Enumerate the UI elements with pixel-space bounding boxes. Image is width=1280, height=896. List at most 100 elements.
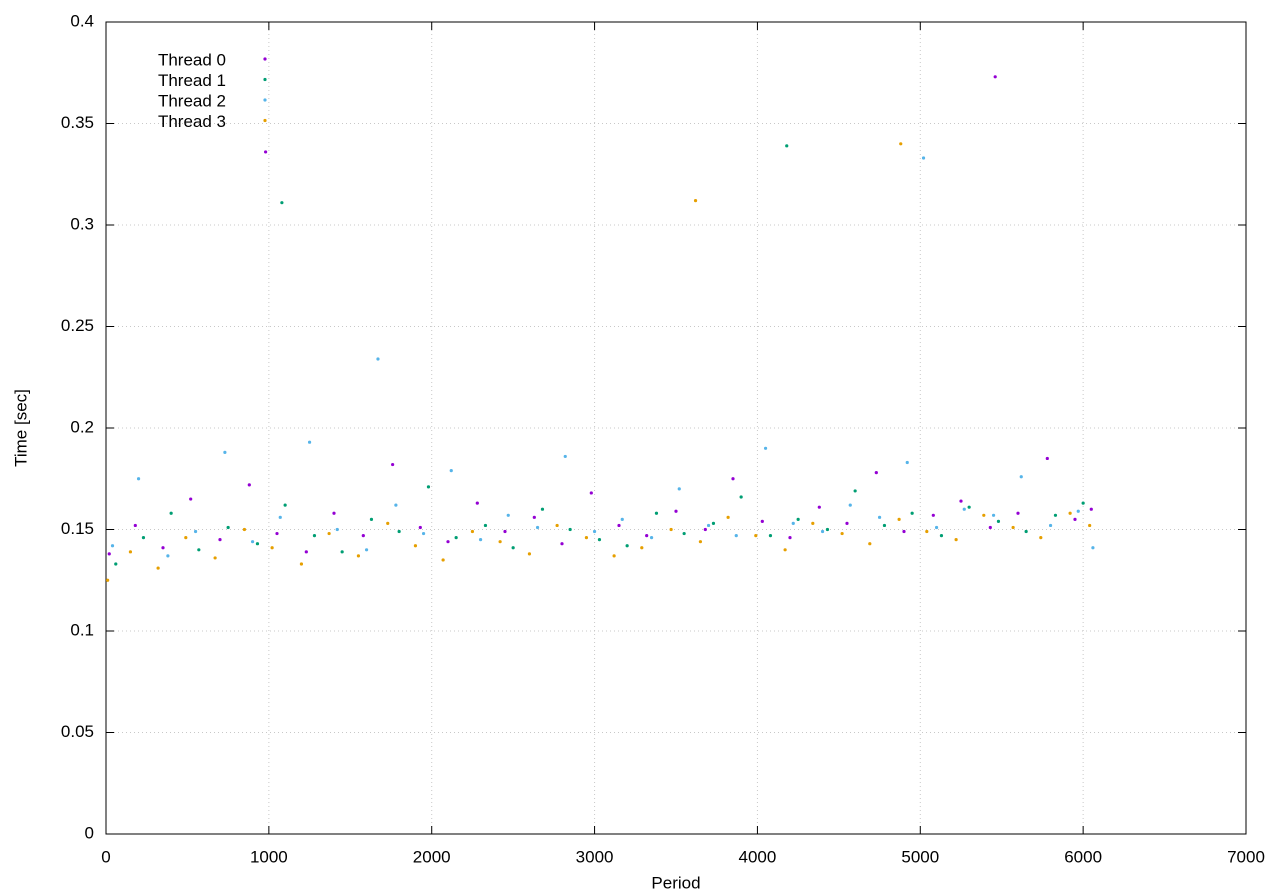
point [280,201,284,205]
point [899,142,903,146]
x-tick-label: 6000 [1064,847,1102,866]
legend-marker [263,118,267,123]
point [426,485,431,489]
point [693,199,698,203]
point [726,515,730,519]
point [993,75,997,79]
point [278,515,282,519]
point [213,556,217,560]
point [1088,523,1092,528]
point [905,460,909,465]
point [1048,523,1053,528]
point [483,523,488,528]
point [1011,525,1015,530]
point [811,521,815,526]
point [592,529,597,534]
legend-label: Thread 2 [158,91,226,110]
point [1024,529,1028,534]
point [114,562,118,566]
point [669,527,673,532]
point [996,519,1001,523]
point [470,529,475,534]
point [136,477,141,481]
point [825,527,830,532]
point [625,544,629,548]
point [791,521,795,526]
point [1073,517,1077,521]
point [193,529,198,534]
point [1091,546,1095,550]
point [454,536,458,540]
y-tick-label: 0.35 [61,113,94,132]
point [760,519,764,523]
point [785,144,789,148]
point [910,511,914,515]
point [394,503,398,507]
point [364,548,369,552]
point [939,533,944,538]
point [840,531,844,536]
point [731,477,735,481]
point [332,511,336,515]
point [820,529,825,534]
point [361,533,365,538]
point [1076,509,1080,513]
point [449,469,453,473]
point [247,483,251,487]
point [376,357,380,361]
point [446,540,450,544]
point [682,531,686,536]
point [189,497,193,501]
point [934,525,939,530]
point [1068,511,1072,515]
point [1053,513,1058,517]
x-tick-label: 5000 [901,847,939,866]
point [584,536,589,540]
point [711,521,716,526]
legend-label: Thread 3 [158,112,226,131]
point [853,489,857,493]
point [954,538,958,542]
point [169,511,173,515]
point [982,513,986,517]
point [848,503,852,507]
point [1089,507,1093,511]
x-tick-label: 0 [101,847,110,866]
point [597,538,602,542]
point [107,552,111,556]
point [223,450,227,454]
point [703,527,707,532]
point [706,523,711,528]
point [568,527,572,532]
point [391,462,395,467]
point [413,544,418,548]
point [133,523,137,528]
point [356,554,361,558]
point [242,527,247,532]
point [418,525,422,530]
x-tick-label: 2000 [413,847,451,866]
point [882,523,887,528]
y-tick-label: 0.3 [70,214,94,233]
point [312,533,317,538]
point [478,538,483,542]
point [959,499,963,503]
point [654,511,659,515]
point [734,533,738,538]
point [197,548,201,552]
y-tick-label: 0.4 [70,11,94,30]
point [640,546,644,550]
point [1019,475,1023,479]
plot-frame [105,21,1247,835]
point [768,533,773,538]
point [527,552,532,556]
x-tick-label: 1000 [250,847,288,866]
point [327,531,331,536]
legend-label: Thread 1 [158,71,226,90]
y-tick-label: 0.1 [70,620,94,639]
point [532,515,536,519]
point [304,550,308,554]
point [739,495,743,499]
point [110,544,115,548]
point [555,523,559,528]
